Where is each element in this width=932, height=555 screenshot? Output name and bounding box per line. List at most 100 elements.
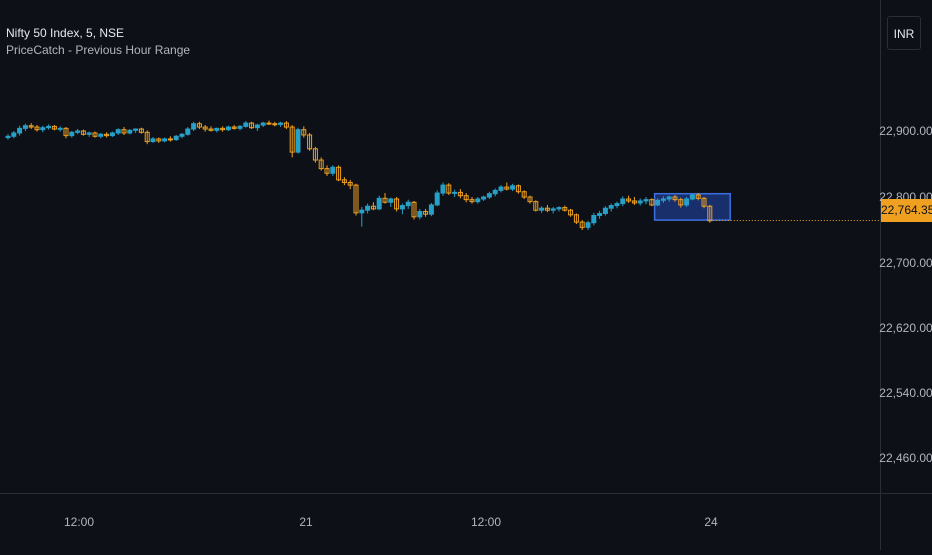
candle (376, 195, 382, 211)
candle (336, 165, 342, 182)
candle (51, 125, 57, 131)
candle (556, 206, 562, 212)
candle (660, 196, 666, 203)
candle (22, 123, 28, 131)
candle (620, 196, 626, 207)
candle-body (614, 203, 620, 207)
currency-button[interactable]: INR (887, 16, 921, 50)
candle-body (295, 129, 301, 153)
candle (341, 177, 347, 186)
x-tick-label: 21 (299, 515, 313, 529)
candle-body (521, 191, 527, 198)
candle-body (631, 200, 637, 204)
candle-body (463, 195, 469, 201)
candle (550, 206, 556, 214)
candle (428, 202, 434, 217)
candle-body (231, 126, 237, 129)
candle (481, 195, 487, 201)
x-tick-label: 12:00 (64, 515, 94, 529)
candle (237, 125, 243, 131)
candle-body (602, 207, 608, 215)
candle (411, 200, 417, 220)
candle (457, 189, 463, 199)
candle-body (98, 133, 104, 137)
candle (446, 183, 452, 196)
candle-body (475, 198, 481, 203)
candle-body (695, 194, 701, 199)
indicator-title[interactable]: PriceCatch - Previous Hour Range (6, 43, 191, 57)
candle-body (249, 122, 255, 129)
candle-body (423, 211, 429, 215)
candle (394, 197, 400, 212)
candle (544, 204, 550, 213)
candle (672, 195, 678, 202)
candle-body (585, 222, 591, 228)
candle (225, 125, 231, 131)
candle (573, 213, 579, 225)
candle-body (283, 122, 289, 128)
candle-body (179, 133, 185, 137)
candle-body (568, 209, 574, 216)
candle-body (388, 198, 394, 203)
candle (5, 134, 11, 140)
candle (307, 132, 313, 151)
candle-body (301, 129, 307, 136)
y-tick-label: 22,460.00 (879, 451, 932, 465)
candle-body (504, 186, 510, 190)
candle (539, 206, 545, 213)
candle-body (57, 127, 63, 130)
candle-body (591, 214, 597, 224)
candle (289, 125, 295, 158)
candle-body (562, 207, 568, 211)
candle (579, 220, 585, 230)
candle-body (620, 198, 626, 205)
candle-body (573, 214, 579, 223)
candle (347, 179, 353, 190)
candle (162, 137, 168, 143)
last-price-tag: 22,764.35 (881, 199, 932, 222)
candle (527, 195, 533, 204)
candle-body (28, 125, 34, 128)
candle (423, 208, 429, 217)
candle-body (225, 126, 231, 131)
candle (475, 197, 481, 204)
candle-body (399, 205, 405, 210)
candle (510, 183, 516, 192)
candle-body (115, 129, 121, 134)
candle (254, 123, 260, 131)
candle (365, 203, 371, 214)
symbol-title[interactable]: Nifty 50 Index, 5, NSE (6, 26, 125, 40)
candle-body (202, 126, 208, 130)
candle (115, 128, 121, 135)
candle (701, 197, 707, 209)
candle (568, 208, 574, 217)
candle (359, 206, 365, 227)
candle (312, 146, 318, 163)
candle (649, 198, 655, 207)
candle-body (359, 209, 365, 214)
y-tick-label: 22,620.00 (879, 321, 932, 335)
candle (597, 210, 603, 219)
candle-body (336, 166, 342, 181)
candle-body (11, 132, 17, 137)
candle (179, 132, 185, 139)
candle (631, 197, 637, 205)
candle-body (353, 184, 359, 214)
candle-body (22, 125, 28, 129)
candle-body (446, 184, 452, 194)
candle-body (498, 186, 504, 191)
candle-body (214, 127, 220, 131)
candle-body (597, 213, 603, 216)
candle-body (341, 179, 347, 183)
candle (492, 188, 498, 197)
candle (486, 191, 492, 199)
candle (220, 126, 226, 132)
candle-body (637, 200, 643, 204)
candle-body (104, 133, 110, 137)
candle-body (481, 196, 487, 200)
candle-body (40, 127, 46, 131)
candle-body (457, 191, 463, 197)
